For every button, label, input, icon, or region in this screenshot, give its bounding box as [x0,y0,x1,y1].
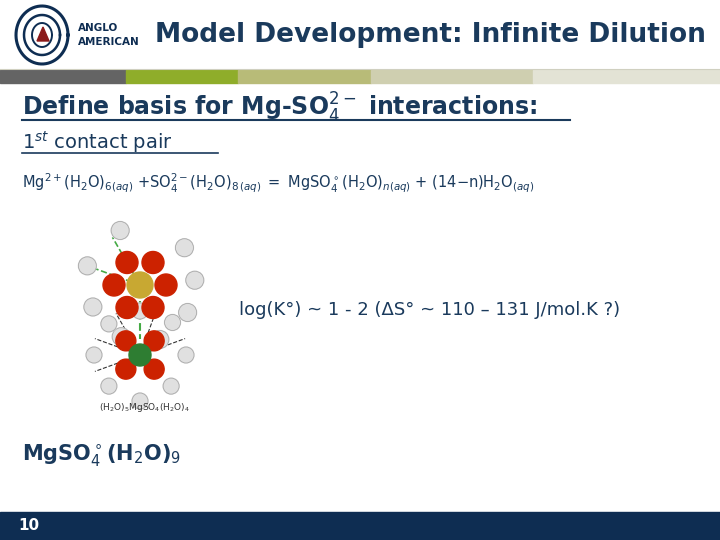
Circle shape [127,272,153,298]
Bar [533,70,720,83]
Text: AMERICAN: AMERICAN [78,37,140,47]
Bar [0,70,126,83]
Text: MgSO$_4^\circ$(H$_2$O)$_9$: MgSO$_4^\circ$(H$_2$O)$_9$ [22,442,181,468]
Text: 1$^{st}$ contact pair: 1$^{st}$ contact pair [22,129,173,155]
Polygon shape [37,27,49,41]
Circle shape [103,274,125,296]
Circle shape [86,347,102,363]
Circle shape [142,252,164,273]
Circle shape [176,239,194,256]
Circle shape [129,344,151,366]
Circle shape [144,331,164,351]
Circle shape [179,303,197,321]
Text: Mg$^{2+}$(H$_2$O)$_{6(aq)}$ $+$SO$_4^{2-}$(H$_2$O)$_{8\,(aq)}$ $=$ MgSO$_4^\circ: Mg$^{2+}$(H$_2$O)$_{6(aq)}$ $+$SO$_4^{2-… [22,171,534,194]
Text: Model Development: Infinite Dilution: Model Development: Infinite Dilution [155,22,706,48]
Circle shape [132,303,148,319]
Bar [238,70,371,83]
Circle shape [116,252,138,273]
Bar [0,512,720,540]
Circle shape [186,271,204,289]
Circle shape [144,359,164,379]
Text: 10: 10 [18,518,39,534]
Circle shape [163,378,179,394]
Circle shape [116,296,138,319]
Circle shape [165,314,181,330]
Circle shape [111,221,129,240]
Circle shape [112,328,130,346]
Circle shape [84,298,102,316]
Bar [371,70,533,83]
Text: Define basis for Mg-SO$_4^{2-}$ interactions:: Define basis for Mg-SO$_4^{2-}$ interact… [22,91,537,125]
Bar [126,70,238,83]
Circle shape [101,378,117,394]
Text: ANGLO: ANGLO [78,23,118,33]
Circle shape [150,330,168,348]
Circle shape [116,359,136,379]
Circle shape [78,257,96,275]
Circle shape [178,347,194,363]
Circle shape [132,393,148,409]
Text: log(K°) ~ 1 - 2 (ΔS° ~ 110 – 131 J/mol.K ?): log(K°) ~ 1 - 2 (ΔS° ~ 110 – 131 J/mol.K… [240,301,621,319]
Circle shape [155,274,177,296]
Circle shape [142,296,164,319]
Text: (H$_2$O)$_5$MgSO$_4$(H$_2$O)$_4$: (H$_2$O)$_5$MgSO$_4$(H$_2$O)$_4$ [99,401,191,414]
Circle shape [101,316,117,332]
Bar [0,0,720,70]
Circle shape [116,331,136,351]
